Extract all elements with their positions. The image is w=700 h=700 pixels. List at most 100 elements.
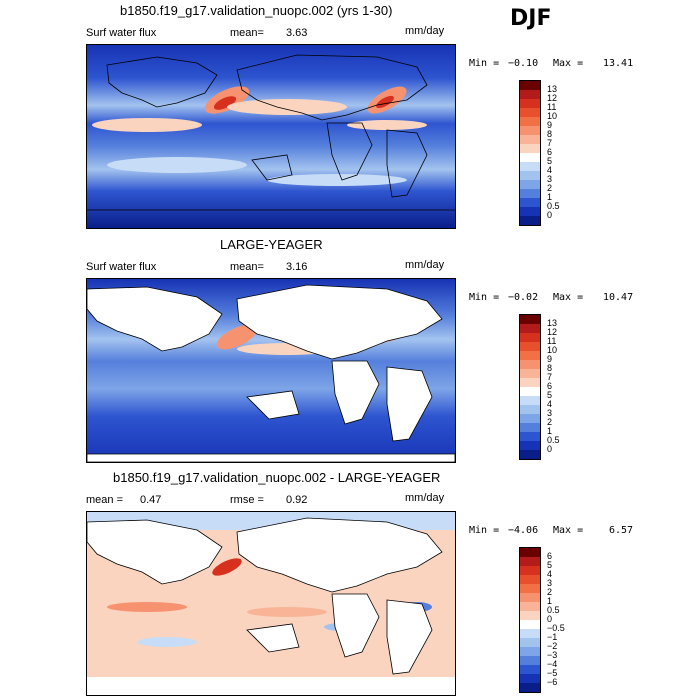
colorbar-segment [520, 432, 540, 441]
colorbar-segment [520, 593, 540, 602]
colorbar-segment [520, 369, 540, 378]
colorbar-tick-label: −1 [547, 632, 558, 642]
colorbar-segment [520, 81, 540, 90]
colorbar-segment [520, 108, 540, 117]
colorbar-segment [520, 144, 540, 153]
colorbar-tick-label: 0.5 [547, 435, 560, 445]
colorbar-segment [520, 566, 540, 575]
colorbar-tick-label: 6 [547, 551, 553, 561]
panel-1-min-value: −0.10 [508, 58, 539, 69]
colorbar-tick-label: 10 [547, 111, 558, 121]
colorbar-tick-label: 4 [547, 569, 553, 579]
colorbar-tick-label: 11 [547, 102, 557, 112]
panel-2-max-label: Max = [553, 292, 584, 303]
panel-1-mean-value: 3.63 [286, 27, 308, 39]
panel-2-max-value: 10.47 [603, 292, 634, 303]
colorbar-segment [520, 324, 540, 333]
colorbar-segment [520, 647, 540, 656]
colorbar-segment [520, 665, 540, 674]
colorbar-segment [520, 351, 540, 360]
colorbar-segment [520, 198, 540, 207]
colorbar-segment [520, 333, 540, 342]
panel-1-map [86, 44, 456, 229]
panel-2-min-label: Min = [469, 292, 500, 303]
panel-2-mean-label: mean= [230, 261, 264, 273]
colorbar-tick-label: 3 [547, 408, 553, 418]
colorbar-tick-label: 3 [547, 578, 553, 588]
colorbar-tick-label: 1 [547, 426, 553, 436]
panel-1-units: mm/day [405, 25, 445, 37]
panel-2-map-svg [87, 279, 455, 462]
colorbar-segment [520, 126, 540, 135]
colorbar-segment [520, 99, 540, 108]
colorbar-tick-label: −5 [547, 668, 558, 678]
panel-2-mean-value: 3.16 [286, 261, 308, 273]
colorbar-tick-label: 4 [547, 399, 553, 409]
panel-2-min-value: −0.02 [508, 292, 539, 303]
panel-2-title: LARGE-YEAGER [220, 237, 323, 252]
colorbar-tick-label: 10 [547, 345, 558, 355]
colorbar-tick-label: −6 [547, 677, 558, 687]
colorbar-segment [520, 629, 540, 638]
colorbar-segment [520, 557, 540, 566]
colorbar-tick-label: 8 [547, 363, 553, 373]
panel-3-colorbar-ticks: 6 5 4 3 2 1 0.5 0 −0.5 −1 −2 −3 −4 −5 −6 [547, 547, 587, 691]
colorbar-tick-label: 0.5 [547, 201, 560, 211]
colorbar-segment [520, 171, 540, 180]
colorbar-segment [520, 117, 540, 126]
panel-3-units: mm/day [405, 492, 445, 504]
colorbar-segment [520, 602, 540, 611]
colorbar-tick-label: 5 [547, 390, 553, 400]
panel-1-title: b1850.f19_g17.validation_nuopc.002 (yrs … [120, 3, 393, 18]
panel-2-variable-label: Surf water flux [86, 261, 157, 273]
panel-3-mean-label: mean = [86, 494, 123, 506]
colorbar-tick-label: 6 [547, 381, 553, 391]
panel-1-map-svg [87, 45, 455, 228]
panel-1-min-label: Min = [469, 58, 500, 69]
colorbar-tick-label: 0 [547, 444, 553, 454]
colorbar-tick-label: 6 [547, 147, 553, 157]
panel-3-max-label: Max = [553, 525, 584, 536]
colorbar-segment [520, 620, 540, 629]
colorbar-segment [520, 611, 540, 620]
colorbar-segment [520, 575, 540, 584]
panel-1-mean-label: mean= [230, 27, 264, 39]
colorbar-segment [520, 414, 540, 423]
panel-2-map [86, 278, 456, 463]
panel-3-colorbar [519, 547, 541, 693]
colorbar-tick-label: 4 [547, 165, 553, 175]
panel-3-map-svg [87, 512, 455, 695]
colorbar-tick-label: 8 [547, 129, 553, 139]
colorbar-segment [520, 216, 540, 225]
colorbar-tick-label: 7 [547, 372, 553, 382]
colorbar-tick-label: 9 [547, 120, 553, 130]
colorbar-segment [520, 207, 540, 216]
colorbar-tick-label: 5 [547, 156, 553, 166]
colorbar-segment [520, 378, 540, 387]
colorbar-segment [520, 638, 540, 647]
colorbar-segment [520, 189, 540, 198]
colorbar-segment [520, 162, 540, 171]
colorbar-segment [520, 674, 540, 683]
colorbar-tick-label: 13 [547, 318, 558, 328]
panel-3-rmse-label: rmse = [230, 494, 264, 506]
colorbar-segment [520, 90, 540, 99]
colorbar-segment [520, 315, 540, 324]
panel-3-map [86, 511, 456, 696]
colorbar-segment [520, 396, 540, 405]
colorbar-segment [520, 405, 540, 414]
colorbar-segment [520, 423, 540, 432]
panel-3-rmse-value: 0.92 [286, 494, 308, 506]
colorbar-segment [520, 135, 540, 144]
panel-3-title: b1850.f19_g17.validation_nuopc.002 - LAR… [113, 470, 441, 485]
colorbar-tick-label: 1 [547, 192, 553, 202]
colorbar-segment [520, 360, 540, 369]
colorbar-tick-label: 2 [547, 417, 553, 427]
colorbar-tick-label: 7 [547, 138, 553, 148]
colorbar-tick-label: −0.5 [547, 623, 565, 633]
colorbar-tick-label: 2 [547, 587, 553, 597]
panel-1-colorbar-ticks: 13 12 11 10 9 8 7 6 5 4 3 2 1 0.5 0 [547, 80, 587, 224]
season-label: DJF [510, 6, 552, 31]
panel-3-mean-value: 0.47 [140, 494, 162, 506]
panel-1-max-label: Max = [553, 58, 584, 69]
